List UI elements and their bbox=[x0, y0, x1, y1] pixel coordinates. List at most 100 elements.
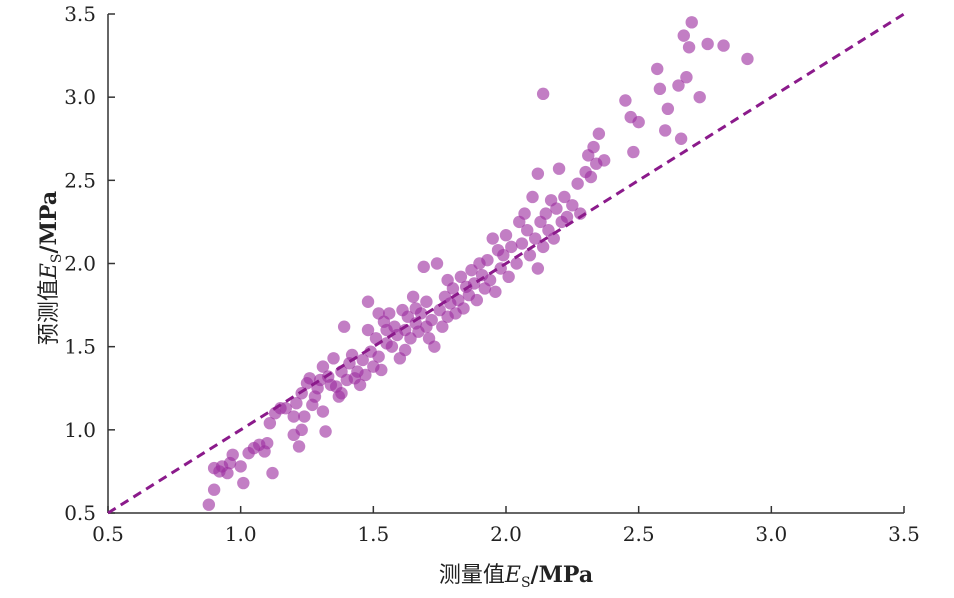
data-point bbox=[558, 190, 571, 204]
data-point bbox=[523, 248, 537, 262]
data-point bbox=[701, 37, 714, 51]
data-point bbox=[505, 240, 518, 254]
x-axis-title: 测量值ES/MPa bbox=[439, 562, 593, 591]
data-point bbox=[266, 466, 279, 480]
data-point bbox=[526, 190, 539, 204]
data-point bbox=[566, 199, 579, 212]
reference-line bbox=[107, 12, 905, 515]
data-point bbox=[531, 262, 545, 275]
data-point bbox=[359, 368, 372, 382]
data-point bbox=[327, 352, 340, 365]
data-point bbox=[680, 71, 693, 84]
data-point bbox=[221, 466, 234, 480]
data-point bbox=[417, 260, 430, 274]
data-point bbox=[627, 145, 640, 159]
x-tick-label: 0.5 bbox=[92, 522, 124, 546]
data-point bbox=[547, 232, 560, 245]
y-tick-label: 3.0 bbox=[64, 85, 96, 109]
data-point bbox=[436, 320, 449, 333]
data-point bbox=[515, 237, 529, 250]
data-point bbox=[528, 232, 542, 245]
data-point bbox=[521, 224, 534, 237]
data-point bbox=[531, 167, 545, 180]
x-tick-label: 2.5 bbox=[623, 522, 655, 546]
data-point bbox=[457, 302, 470, 315]
data-point bbox=[361, 323, 375, 337]
y-ticks: 0.5 1.0 1.5 2.0 2.5 3.0 3.5 bbox=[64, 2, 115, 525]
data-point bbox=[454, 270, 468, 284]
data-point bbox=[674, 132, 688, 145]
data-point bbox=[693, 90, 706, 104]
data-point bbox=[446, 282, 460, 295]
data-point bbox=[486, 232, 499, 245]
data-point bbox=[361, 295, 375, 308]
data-point bbox=[337, 320, 351, 333]
y-axis-title: 预测值ES/MPa bbox=[36, 191, 65, 345]
data-points bbox=[202, 16, 754, 511]
data-point bbox=[226, 448, 239, 461]
data-point bbox=[290, 397, 303, 410]
x-tick-label: 2.0 bbox=[490, 522, 522, 546]
data-point bbox=[263, 416, 277, 430]
data-point bbox=[470, 293, 484, 307]
data-point bbox=[316, 360, 330, 373]
x-tick-label: 3.0 bbox=[755, 522, 787, 546]
data-point bbox=[682, 41, 696, 54]
data-point bbox=[425, 313, 438, 327]
x-tick-label: 1.5 bbox=[357, 522, 389, 546]
x-tick-label: 1.0 bbox=[225, 522, 257, 546]
y-tick-label: 3.5 bbox=[64, 2, 96, 26]
data-point bbox=[414, 307, 428, 320]
data-point bbox=[292, 440, 306, 453]
data-point bbox=[685, 16, 698, 29]
data-point bbox=[552, 162, 566, 175]
data-point bbox=[430, 257, 444, 270]
data-point bbox=[560, 210, 574, 224]
data-point bbox=[653, 82, 667, 96]
data-point bbox=[481, 253, 494, 267]
data-point bbox=[303, 372, 316, 385]
data-point bbox=[261, 436, 274, 450]
data-point bbox=[234, 460, 247, 473]
data-point bbox=[499, 229, 513, 242]
data-point bbox=[428, 340, 441, 353]
data-point bbox=[356, 353, 369, 367]
data-point bbox=[536, 87, 550, 101]
data-point bbox=[717, 39, 730, 52]
x-tick-label: 3.5 bbox=[888, 522, 920, 546]
y-tick-label: 2.0 bbox=[64, 252, 96, 276]
y-tick-label: 1.0 bbox=[64, 418, 96, 442]
data-point bbox=[295, 423, 308, 437]
data-point bbox=[584, 170, 598, 184]
data-point bbox=[587, 140, 600, 154]
data-point bbox=[497, 248, 510, 262]
data-point bbox=[202, 498, 216, 511]
data-point bbox=[661, 102, 675, 116]
data-point bbox=[398, 343, 412, 357]
data-point bbox=[510, 257, 523, 270]
data-point bbox=[539, 207, 552, 220]
data-point bbox=[619, 94, 632, 107]
data-point bbox=[592, 127, 606, 140]
data-point bbox=[483, 273, 497, 287]
data-point bbox=[298, 410, 311, 423]
data-point bbox=[502, 270, 515, 284]
data-point bbox=[597, 154, 611, 167]
data-point bbox=[489, 285, 502, 298]
data-point bbox=[237, 476, 250, 490]
data-point bbox=[672, 79, 685, 92]
data-point bbox=[536, 240, 550, 254]
data-point bbox=[287, 410, 300, 423]
data-point bbox=[319, 425, 332, 438]
data-point bbox=[420, 295, 433, 308]
data-point bbox=[207, 483, 221, 496]
y-tick-label: 2.5 bbox=[64, 168, 96, 192]
data-point bbox=[353, 378, 367, 392]
y-tick-label: 0.5 bbox=[64, 501, 96, 525]
data-point bbox=[372, 350, 385, 363]
data-point bbox=[632, 115, 645, 129]
data-point bbox=[279, 402, 292, 415]
data-point bbox=[659, 124, 672, 137]
data-point bbox=[677, 29, 690, 42]
